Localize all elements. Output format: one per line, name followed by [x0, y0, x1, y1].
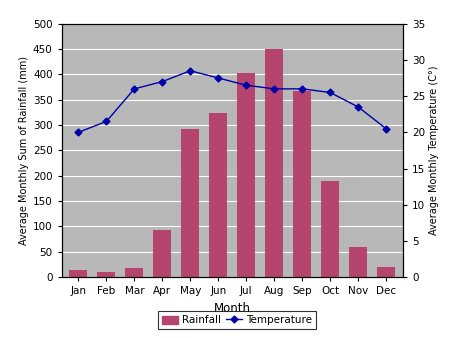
Bar	[265, 49, 283, 277]
Y-axis label: Average Monthly Sum of Rainfall (mm): Average Monthly Sum of Rainfall (mm)	[18, 56, 28, 245]
Bar	[293, 91, 311, 277]
Bar	[125, 268, 144, 277]
Bar	[377, 267, 395, 277]
Bar	[349, 247, 367, 277]
Bar	[237, 73, 255, 277]
Bar	[209, 114, 228, 277]
Bar	[181, 129, 200, 277]
Y-axis label: Average Monthly Temperature (C°): Average Monthly Temperature (C°)	[429, 66, 439, 235]
Legend: Rainfall, Temperature: Rainfall, Temperature	[158, 311, 316, 330]
Bar	[69, 270, 88, 277]
Bar	[321, 181, 339, 277]
Bar	[153, 230, 172, 277]
Bar	[97, 272, 116, 277]
X-axis label: Month: Month	[214, 302, 251, 315]
